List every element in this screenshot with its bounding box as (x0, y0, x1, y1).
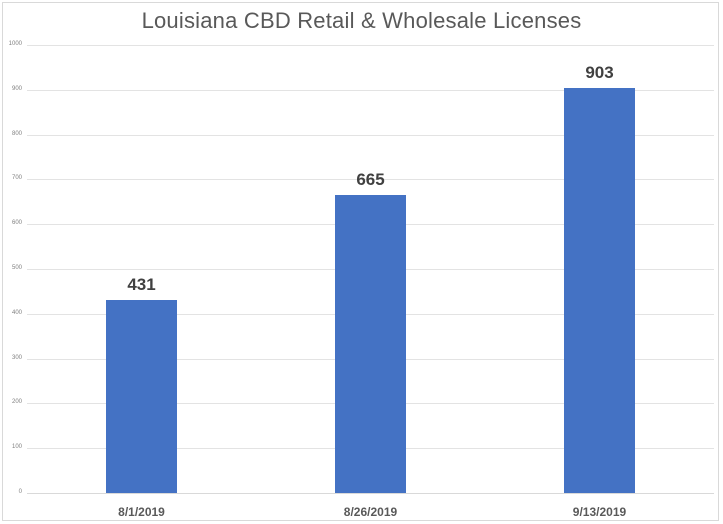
bar (106, 299, 177, 493)
gridline (27, 89, 714, 91)
y-tick-label: 700 (11, 175, 22, 182)
y-tick-label: 800 (11, 130, 22, 137)
y-tick-label: 1000 (8, 41, 22, 47)
data-label: 903 (585, 63, 614, 83)
y-tick-label: 0 (18, 489, 22, 495)
data-label: 431 (127, 274, 156, 294)
y-tick-label: 100 (11, 444, 22, 451)
gridline (27, 179, 714, 181)
gridline (27, 134, 714, 136)
data-label: 665 (356, 170, 385, 190)
y-tick-label: 200 (11, 399, 22, 406)
y-tick-label: 300 (11, 354, 22, 361)
gridline (27, 45, 714, 46)
x-tick-label: 8/26/2019 (343, 505, 398, 519)
bar (564, 88, 635, 493)
x-tick-label: 8/1/2019 (118, 505, 165, 519)
y-tick-label: 600 (11, 220, 22, 227)
y-tick-label: 900 (11, 85, 22, 92)
gridline (27, 493, 714, 494)
y-tick-label: 500 (11, 265, 22, 271)
y-tick-label: 400 (11, 309, 22, 316)
chart-title: Louisiana CBD Retail & Wholesale License… (141, 8, 582, 33)
bar (335, 195, 406, 493)
x-tick-label: 9/13/2019 (572, 505, 627, 519)
